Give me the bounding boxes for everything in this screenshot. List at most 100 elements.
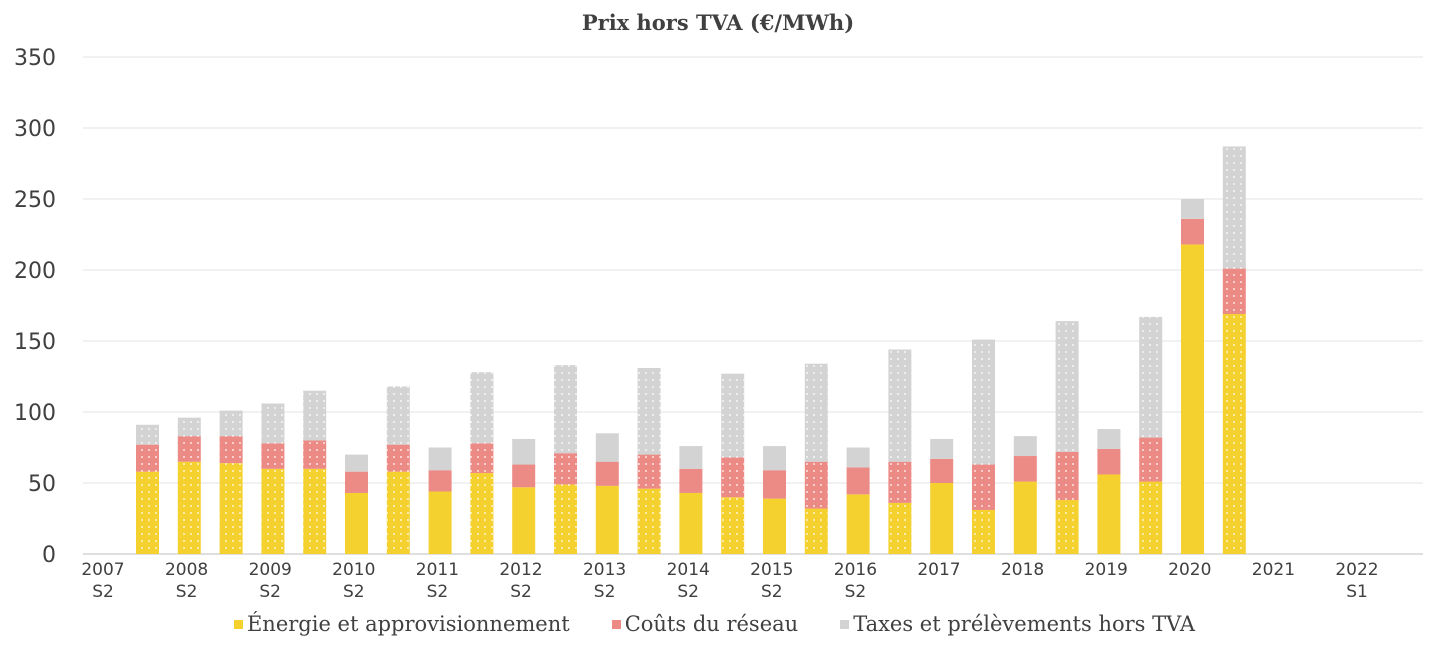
bar-texture (1055, 500, 1079, 554)
bar-stack (1181, 199, 1204, 554)
bar-stack (261, 403, 285, 554)
bar-stack (470, 372, 494, 554)
bar-segment-taxes (763, 446, 786, 471)
y-tick-label: 100 (14, 401, 56, 426)
bar-texture (386, 386, 410, 445)
legend-swatch-reseau (611, 619, 621, 629)
bar-segment-taxes (512, 438, 536, 465)
y-tick-label: 150 (14, 330, 56, 355)
bar-texture (386, 444, 410, 472)
bar-segment-taxes (1181, 199, 1204, 219)
bar-stack (136, 424, 159, 554)
bar-stack (177, 417, 201, 554)
x-tick-label-half: S2 (845, 582, 867, 602)
legend: Énergie et approvisionnement Coûts du ré… (0, 612, 1429, 636)
bar-texture (261, 403, 285, 444)
bar-texture (1222, 268, 1246, 315)
bar-stack (721, 373, 745, 554)
bar-segment-taxes (345, 454, 368, 472)
bar-stack (763, 446, 786, 554)
bar-texture (721, 497, 745, 554)
bar-texture (554, 484, 577, 554)
bar-texture (177, 417, 201, 437)
bar-segment-energie (846, 494, 870, 554)
bar-texture (1055, 321, 1079, 452)
x-tick-label-half: S2 (761, 582, 783, 602)
x-tick-label-year: 2013 (583, 560, 626, 580)
bar-segment-reseau (1013, 456, 1037, 482)
bar-segment-energie (595, 485, 619, 554)
bar-segment-taxes (1097, 429, 1121, 449)
bar-texture (470, 443, 494, 474)
bar-texture (804, 363, 828, 462)
legend-item-energie: Énergie et approvisionnement (233, 612, 570, 636)
bar-texture (721, 457, 745, 498)
bar-texture (554, 365, 577, 454)
x-tick-label-half: S2 (176, 582, 198, 602)
bar-texture (136, 471, 159, 554)
x-tick-label-half: S2 (427, 582, 449, 602)
bar-texture (303, 468, 327, 554)
bar-stack (428, 447, 452, 554)
x-tick-label-year: 2020 (1168, 560, 1211, 580)
bar-segment-energie (345, 492, 368, 554)
bar-stack (1055, 321, 1079, 554)
bar-stack (386, 386, 410, 554)
bar-segment-reseau (1181, 218, 1204, 245)
bar-stack (1097, 429, 1121, 554)
bar-texture (1139, 437, 1163, 482)
legend-item-taxes: Taxes et prélèvements hors TVA (840, 612, 1195, 636)
x-tick-label-year: 2019 (1085, 560, 1128, 580)
x-tick-label-year: 2021 (1252, 560, 1295, 580)
legend-label-energie: Énergie et approvisionnement (246, 612, 570, 636)
x-tick-label-half: S2 (510, 582, 532, 602)
bar-stack (888, 349, 912, 554)
x-tick-label-year: 2018 (1001, 560, 1044, 580)
bar-segment-energie (1013, 481, 1037, 554)
bar-texture (888, 461, 912, 503)
legend-swatch-taxes (840, 619, 850, 629)
bar-stack (846, 447, 870, 554)
bar-stack (1139, 316, 1163, 554)
y-tick-label: 300 (14, 117, 56, 142)
bar-segment-energie (1097, 474, 1121, 554)
bar-segment-energie (930, 483, 954, 554)
x-tick-label-year: 2010 (332, 560, 375, 580)
legend-swatch-energie (233, 619, 243, 629)
bar-texture (1222, 146, 1246, 269)
bar-stack (679, 446, 703, 554)
bar-texture (136, 444, 159, 472)
bar-segment-reseau (345, 471, 368, 493)
bar-stack (595, 433, 619, 554)
bar-texture (554, 453, 577, 485)
bar-texture (470, 473, 494, 554)
x-tick-label-half: S2 (677, 582, 699, 602)
bar-segment-reseau (595, 461, 619, 486)
x-tick-label-year: 2008 (165, 560, 208, 580)
y-axis-ticks: 0 50 100 150 200 250 300 350 (14, 46, 56, 568)
x-tick-label-half: S2 (92, 582, 114, 602)
bar-segment-reseau (930, 458, 954, 483)
bar-stack (804, 363, 828, 554)
bar-stack (345, 454, 368, 554)
bar-texture (804, 508, 828, 554)
bar-texture (721, 373, 745, 458)
y-tick-label: 250 (14, 188, 56, 213)
x-tick-label-year: 2009 (249, 560, 292, 580)
y-tick-label: 50 (28, 472, 56, 497)
x-tick-label-year: 2012 (499, 560, 542, 580)
legend-label-taxes: Taxes et prélèvements hors TVA (853, 612, 1196, 636)
x-tick-label-year: 2011 (416, 560, 459, 580)
bar-texture (972, 339, 995, 465)
bar-segment-reseau (679, 468, 703, 493)
legend-item-reseau: Coûts du réseau (611, 612, 798, 636)
bar-texture (1139, 481, 1163, 554)
bar-stack (554, 365, 577, 554)
bar-texture (303, 390, 327, 441)
bar-segment-taxes (595, 433, 619, 462)
bar-stack (303, 390, 327, 554)
bar-segment-energie (1181, 244, 1204, 554)
x-tick-label-year: 2022 (1335, 560, 1378, 580)
bar-texture (888, 502, 912, 554)
bar-texture (261, 443, 285, 469)
